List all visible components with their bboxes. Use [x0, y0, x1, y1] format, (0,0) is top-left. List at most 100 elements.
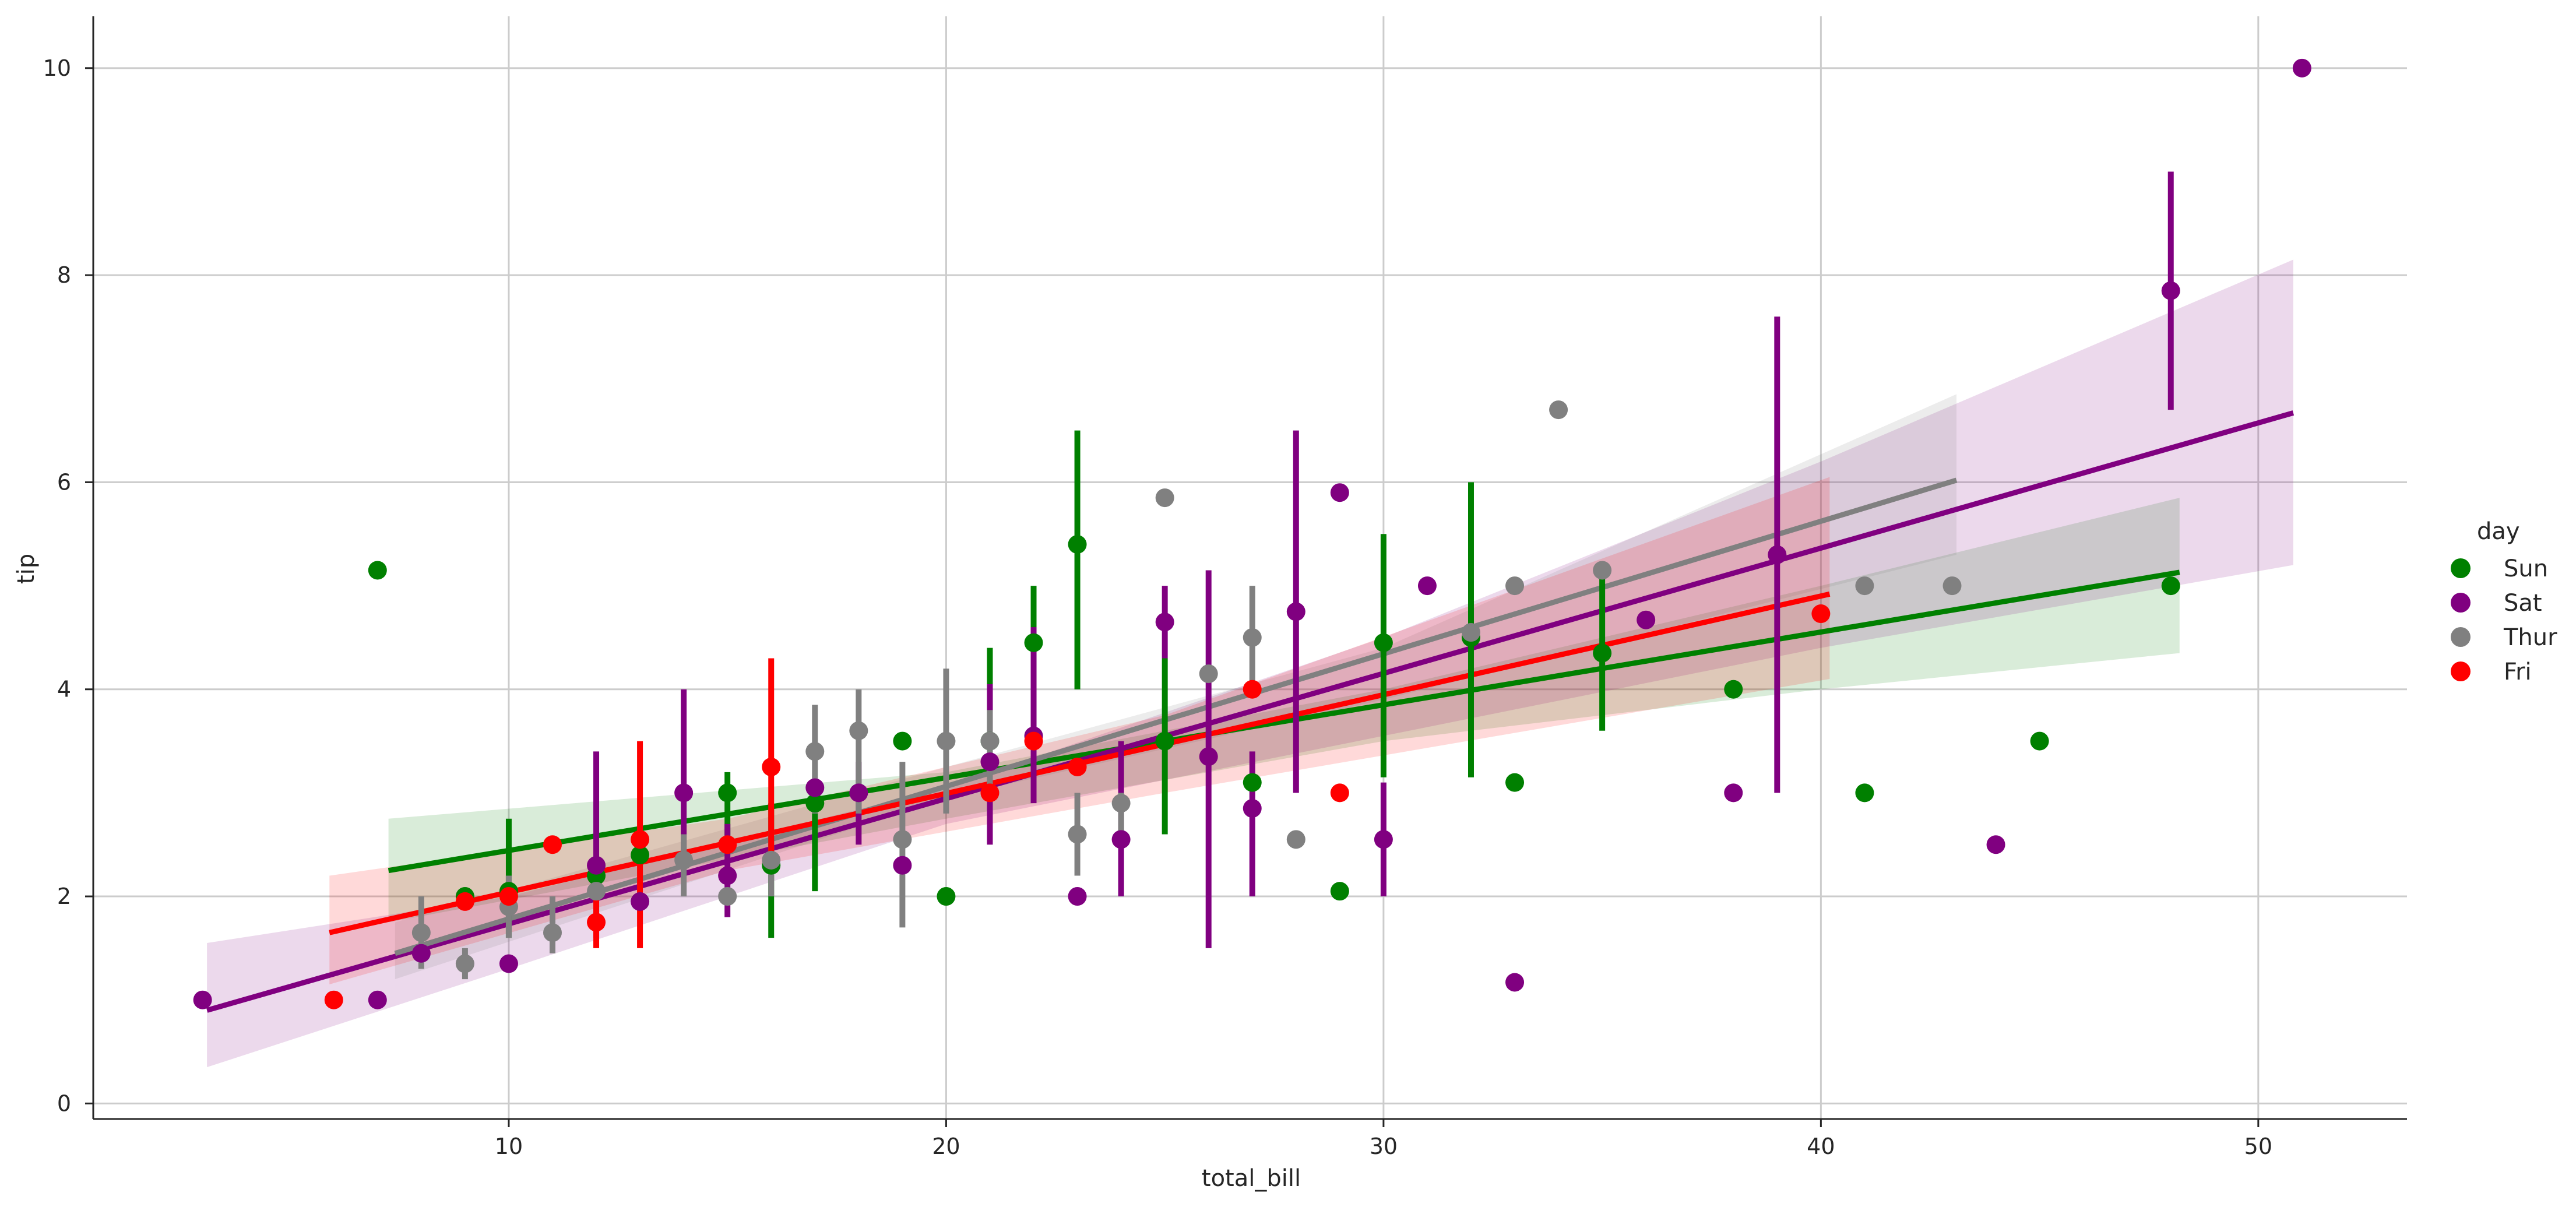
point-sat [1155, 613, 1174, 632]
point-thur [1505, 576, 1525, 596]
legend-marker-sun [2451, 558, 2471, 578]
x-tick-label: 10 [495, 1134, 523, 1159]
point-sun [631, 845, 650, 864]
point-fri [631, 830, 650, 849]
point-sun [1155, 731, 1174, 751]
point-sun [1855, 783, 1874, 803]
point-fri [587, 913, 606, 932]
x-tick-label: 30 [1370, 1134, 1398, 1159]
legend-marker-thur [2451, 627, 2471, 647]
point-sat [1986, 835, 2005, 854]
point-sat [674, 783, 694, 803]
point-sat [805, 778, 825, 797]
point-sat [368, 990, 387, 1009]
point-sun [805, 794, 825, 813]
point-sat [980, 752, 1000, 772]
point-thur [674, 850, 694, 870]
point-sun [1593, 643, 1612, 663]
point-fri [718, 835, 737, 854]
point-sat [1286, 602, 1305, 621]
data-points [193, 58, 2311, 1009]
point-sun [1024, 633, 1043, 652]
point-sun [937, 887, 956, 906]
point-sat [1068, 887, 1087, 906]
point-sat [411, 944, 431, 963]
legend-label-sun: Sun [2504, 555, 2548, 582]
axes: 10 20 30 40 50 0 2 4 6 8 10 [43, 16, 2407, 1159]
point-sat [1417, 576, 1437, 596]
y-tick-label: 10 [43, 55, 71, 81]
point-thur [805, 742, 825, 761]
point-thur [1461, 623, 1480, 642]
legend-title: day [2477, 518, 2520, 545]
point-thur [1549, 400, 1568, 420]
y-tick-label: 2 [57, 884, 71, 909]
point-sat [1637, 610, 1656, 629]
point-fri [499, 887, 518, 906]
point-thur [1286, 830, 1305, 849]
point-thur [1155, 488, 1174, 508]
x-axis-label: total_bill [1202, 1165, 1301, 1192]
point-sun [2161, 576, 2180, 596]
point-sat [1724, 783, 1743, 803]
point-thur [455, 954, 474, 973]
point-thur [762, 850, 781, 870]
point-thur [1243, 628, 1262, 647]
y-tick-label: 4 [57, 677, 71, 702]
point-thur [1855, 576, 1874, 596]
regression-line-sat [206, 410, 2295, 1013]
point-thur [1068, 825, 1087, 844]
point-fri [455, 892, 474, 911]
point-sat [1505, 973, 1525, 992]
point-fri [543, 835, 562, 854]
y-tick-label: 8 [57, 262, 71, 288]
legend-label-sat: Sat [2504, 590, 2542, 617]
point-thur [1199, 664, 1218, 684]
point-sat [1111, 830, 1131, 849]
regression-line-thur [394, 477, 1958, 956]
y-tick-label: 6 [57, 469, 71, 495]
point-sat [718, 866, 737, 885]
point-thur [411, 923, 431, 942]
legend-label-fri: Fri [2504, 659, 2532, 685]
point-sat [893, 856, 912, 875]
legend-label-thur: Thur [2503, 624, 2557, 651]
point-sat [849, 783, 868, 803]
point-thur [980, 731, 1000, 751]
point-sun [1330, 882, 1349, 901]
x-tick-label: 20 [932, 1134, 960, 1159]
point-fri [1068, 757, 1087, 776]
regression-line-sun [388, 569, 2180, 874]
point-sun [718, 783, 737, 803]
point-sun [1505, 773, 1525, 792]
point-sun [1724, 680, 1743, 699]
point-sat [2161, 281, 2180, 300]
point-thur [1942, 576, 1962, 596]
point-sun [1243, 773, 1262, 792]
point-sat [1374, 830, 1393, 849]
point-fri [1330, 783, 1349, 803]
x-tick-label: 40 [1807, 1134, 1835, 1159]
point-thur [543, 923, 562, 942]
point-thur [937, 731, 956, 751]
point-sat [1768, 545, 1787, 564]
point-fri [762, 757, 781, 776]
point-thur [1111, 794, 1131, 813]
y-tick-label: 0 [57, 1090, 71, 1116]
point-thur [1593, 561, 1612, 580]
point-fri [980, 783, 1000, 803]
point-sat [2292, 58, 2311, 78]
point-fri [1243, 680, 1262, 699]
point-thur [893, 830, 912, 849]
point-sun [1068, 535, 1087, 554]
point-sat [1330, 483, 1349, 502]
point-sat [499, 954, 518, 973]
point-sun [368, 561, 387, 580]
point-sun [893, 731, 912, 751]
point-sun [1374, 633, 1393, 652]
point-fri [1811, 604, 1831, 624]
point-fri [324, 990, 343, 1009]
point-sat [587, 856, 606, 875]
point-fri [1024, 731, 1043, 751]
